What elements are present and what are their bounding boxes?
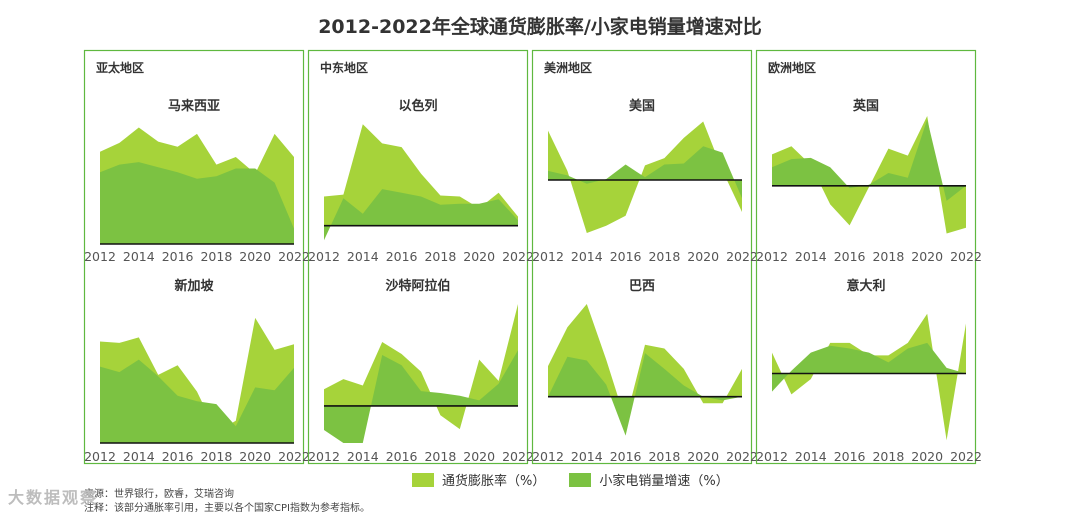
legend-item-inflation: 通货膨胀率（%） (412, 470, 545, 489)
x-tick-label: 2012 (756, 249, 788, 264)
sales-area (772, 119, 966, 201)
x-tick-label: 2016 (162, 449, 194, 464)
x-tick-label: 2018 (424, 249, 456, 264)
source-note: 来源：世界银行，欧睿，艾瑞咨询 注释：该部分通胀率引用，主要以各个国家CPI指数… (84, 488, 370, 516)
inflation-area (548, 121, 742, 233)
chart-title: 2012-2022年全球通货膨胀率/小家电销量增速对比 (318, 16, 762, 38)
x-tick-label: 2012 (308, 249, 340, 264)
sales-area (100, 359, 294, 443)
x-tick-label: 2012 (84, 449, 116, 464)
x-tick-label: 2014 (123, 449, 155, 464)
x-tick-label: 2018 (648, 249, 680, 264)
x-tick-label: 2020 (463, 249, 495, 264)
sales-area (548, 146, 742, 199)
x-tick-label: 2014 (347, 449, 379, 464)
x-tick-label: 2022 (726, 449, 758, 464)
x-tick-label: 2020 (911, 449, 943, 464)
inflation-area (772, 116, 966, 234)
x-tick-label: 2022 (502, 249, 534, 264)
x-tick-label: 2014 (795, 249, 827, 264)
x-tick-label: 2012 (532, 249, 564, 264)
x-tick-label: 2016 (834, 249, 866, 264)
legend-item-sales: 小家电销量增速（%） (569, 470, 729, 489)
x-tick-label: 2014 (571, 249, 603, 264)
region-frame (83, 49, 305, 465)
country-label: 新加坡 (174, 278, 214, 294)
x-tick-label: 2020 (911, 249, 943, 264)
legend: 通货膨胀率（%） 小家电销量增速（%） (412, 470, 753, 489)
inflation-area (324, 124, 518, 226)
x-tick-label: 2016 (610, 249, 642, 264)
x-tick-label: 2022 (278, 249, 310, 264)
x-tick-label: 2020 (239, 249, 271, 264)
x-tick-label: 2014 (795, 449, 827, 464)
inflation-area (324, 304, 518, 430)
x-tick-label: 2020 (687, 249, 719, 264)
sales-area (324, 350, 518, 443)
sales-area (324, 189, 518, 241)
country-label: 意大利 (846, 278, 885, 294)
country-label: 英国 (852, 98, 879, 114)
inflation-area (772, 313, 966, 441)
watermark-text: 大数据观察 (8, 488, 99, 507)
source-line: 来源：世界银行，欧睿，艾瑞咨询 (84, 489, 234, 500)
x-tick-label: 2016 (386, 249, 418, 264)
region-label: 亚太地区 (96, 60, 144, 75)
x-tick-label: 2022 (502, 449, 534, 464)
x-tick-label: 2012 (84, 249, 116, 264)
x-tick-label: 2016 (610, 449, 642, 464)
x-tick-label: 2022 (278, 449, 310, 464)
legend-label-sales: 小家电销量增速（%） (599, 474, 729, 489)
x-tick-label: 2018 (424, 449, 456, 464)
region-label: 欧洲地区 (768, 60, 816, 75)
x-tick-label: 2018 (648, 449, 680, 464)
legend-swatch-inflation (412, 472, 434, 487)
x-tick-label: 2014 (571, 449, 603, 464)
x-tick-label: 2012 (532, 449, 564, 464)
x-tick-label: 2016 (162, 249, 194, 264)
legend-swatch-sales (569, 472, 592, 487)
region-frame (307, 49, 529, 465)
country-label: 巴西 (629, 279, 655, 294)
region-frame (531, 49, 753, 465)
legend-label-inflation: 通货膨胀率（%） (442, 474, 546, 489)
x-tick-label: 2016 (386, 449, 418, 464)
region-frame (755, 49, 977, 465)
country-label: 以色列 (398, 98, 437, 114)
x-tick-label: 2012 (308, 449, 340, 464)
country-label: 美国 (629, 98, 655, 114)
sales-area (548, 353, 742, 436)
x-tick-label: 2020 (463, 449, 495, 464)
x-tick-label: 2018 (200, 449, 232, 464)
x-tick-label: 2016 (834, 449, 866, 464)
x-tick-label: 2020 (239, 449, 271, 464)
x-tick-label: 2012 (756, 449, 788, 464)
x-tick-label: 2014 (347, 249, 379, 264)
region-label: 中东地区 (320, 60, 368, 75)
x-tick-label: 2020 (687, 449, 719, 464)
sales-area (100, 162, 294, 244)
footnote-line: 注释：该部分通胀率引用，主要以各个国家CPI指数为参考指标。 (84, 503, 370, 514)
region-label: 美洲地区 (544, 60, 592, 75)
country-label: 马来西亚 (168, 98, 220, 114)
x-tick-label: 2022 (950, 249, 982, 264)
x-tick-label: 2018 (200, 249, 232, 264)
x-tick-label: 2022 (726, 249, 758, 264)
country-label: 沙特阿拉伯 (385, 278, 450, 294)
x-tick-label: 2014 (123, 249, 155, 264)
x-tick-label: 2018 (872, 449, 904, 464)
x-tick-label: 2018 (872, 249, 904, 264)
sales-area (772, 342, 966, 392)
x-tick-label: 2022 (950, 449, 982, 464)
